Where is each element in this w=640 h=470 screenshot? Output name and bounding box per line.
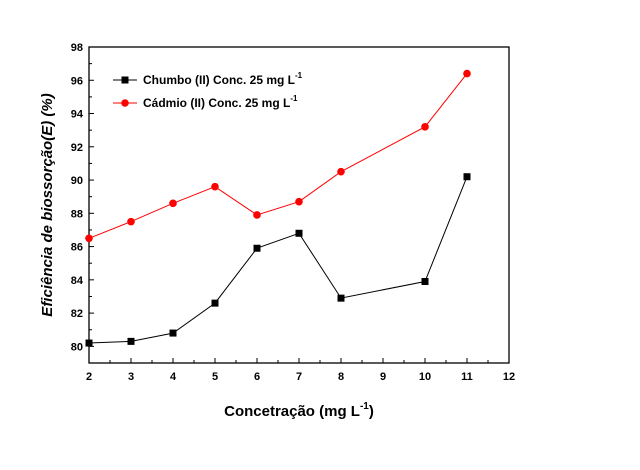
data-point xyxy=(421,278,429,286)
series-layer xyxy=(85,69,471,347)
x-tick-label: 3 xyxy=(128,371,134,383)
x-tick-label: 12 xyxy=(503,371,515,383)
data-point xyxy=(463,69,471,78)
y-tick-label: 88 xyxy=(71,208,83,220)
x-tick-label: 4 xyxy=(170,371,177,383)
y-tick-label: 92 xyxy=(71,142,83,154)
x-axis-label: Concetração (mg L-1) xyxy=(224,401,374,420)
data-point xyxy=(211,299,219,307)
legend-marker xyxy=(121,99,129,107)
y-axis-label: Eficiência de biossorção(E) (%) xyxy=(39,93,56,316)
y-tick-label: 84 xyxy=(71,275,84,287)
data-point xyxy=(337,167,345,176)
data-point xyxy=(463,173,471,181)
data-point xyxy=(421,123,429,131)
legend-marker xyxy=(121,76,129,84)
data-point xyxy=(253,244,261,252)
x-tick-label: 6 xyxy=(254,371,260,383)
data-point xyxy=(169,199,177,208)
data-point xyxy=(85,339,93,347)
y-tick-label: 86 xyxy=(71,242,83,254)
legend-label: Chumbo (II) Conc. 25 mg L-1 xyxy=(143,71,303,87)
y-tick-label: 82 xyxy=(71,308,83,320)
y-tick-label: 98 xyxy=(71,42,83,54)
data-point xyxy=(295,229,303,237)
series-2 xyxy=(85,69,471,243)
x-tick-label: 9 xyxy=(380,371,386,383)
data-point xyxy=(169,329,177,337)
data-point xyxy=(337,294,345,302)
data-point xyxy=(127,337,135,345)
series-line xyxy=(88,176,468,344)
x-tick-label: 8 xyxy=(338,371,344,383)
x-tick-label: 7 xyxy=(296,371,302,383)
axis-tick-labels: 2 3 4 5 6 7 8 9 10 11 12 80 82 84 86 88 90 92 94 96 98 xyxy=(71,42,515,383)
x-tick-label: 2 xyxy=(86,371,92,383)
x-tick-label: 11 xyxy=(461,371,473,383)
legend-entry: Cádmio (II) Conc. 25 mg L-1 xyxy=(113,94,298,110)
x-tick-label: 10 xyxy=(419,371,431,383)
y-tick-label: 80 xyxy=(71,341,83,353)
y-tick-label: 96 xyxy=(71,75,83,87)
data-point xyxy=(211,182,219,191)
y-tick-label: 90 xyxy=(71,175,83,187)
data-point xyxy=(253,211,261,219)
data-point xyxy=(127,217,135,226)
legend-entry: Chumbo (II) Conc. 25 mg L-1 xyxy=(113,71,303,87)
data-point xyxy=(85,234,93,243)
y-tick-label: 94 xyxy=(71,109,84,121)
x-tick-label: 5 xyxy=(212,371,218,383)
legend-label: Cádmio (II) Conc. 25 mg L-1 xyxy=(143,94,298,110)
series-1 xyxy=(85,173,471,347)
data-point xyxy=(295,197,303,206)
legend: Chumbo (II) Conc. 25 mg L-1 Cádmio (II) C… xyxy=(113,71,303,110)
